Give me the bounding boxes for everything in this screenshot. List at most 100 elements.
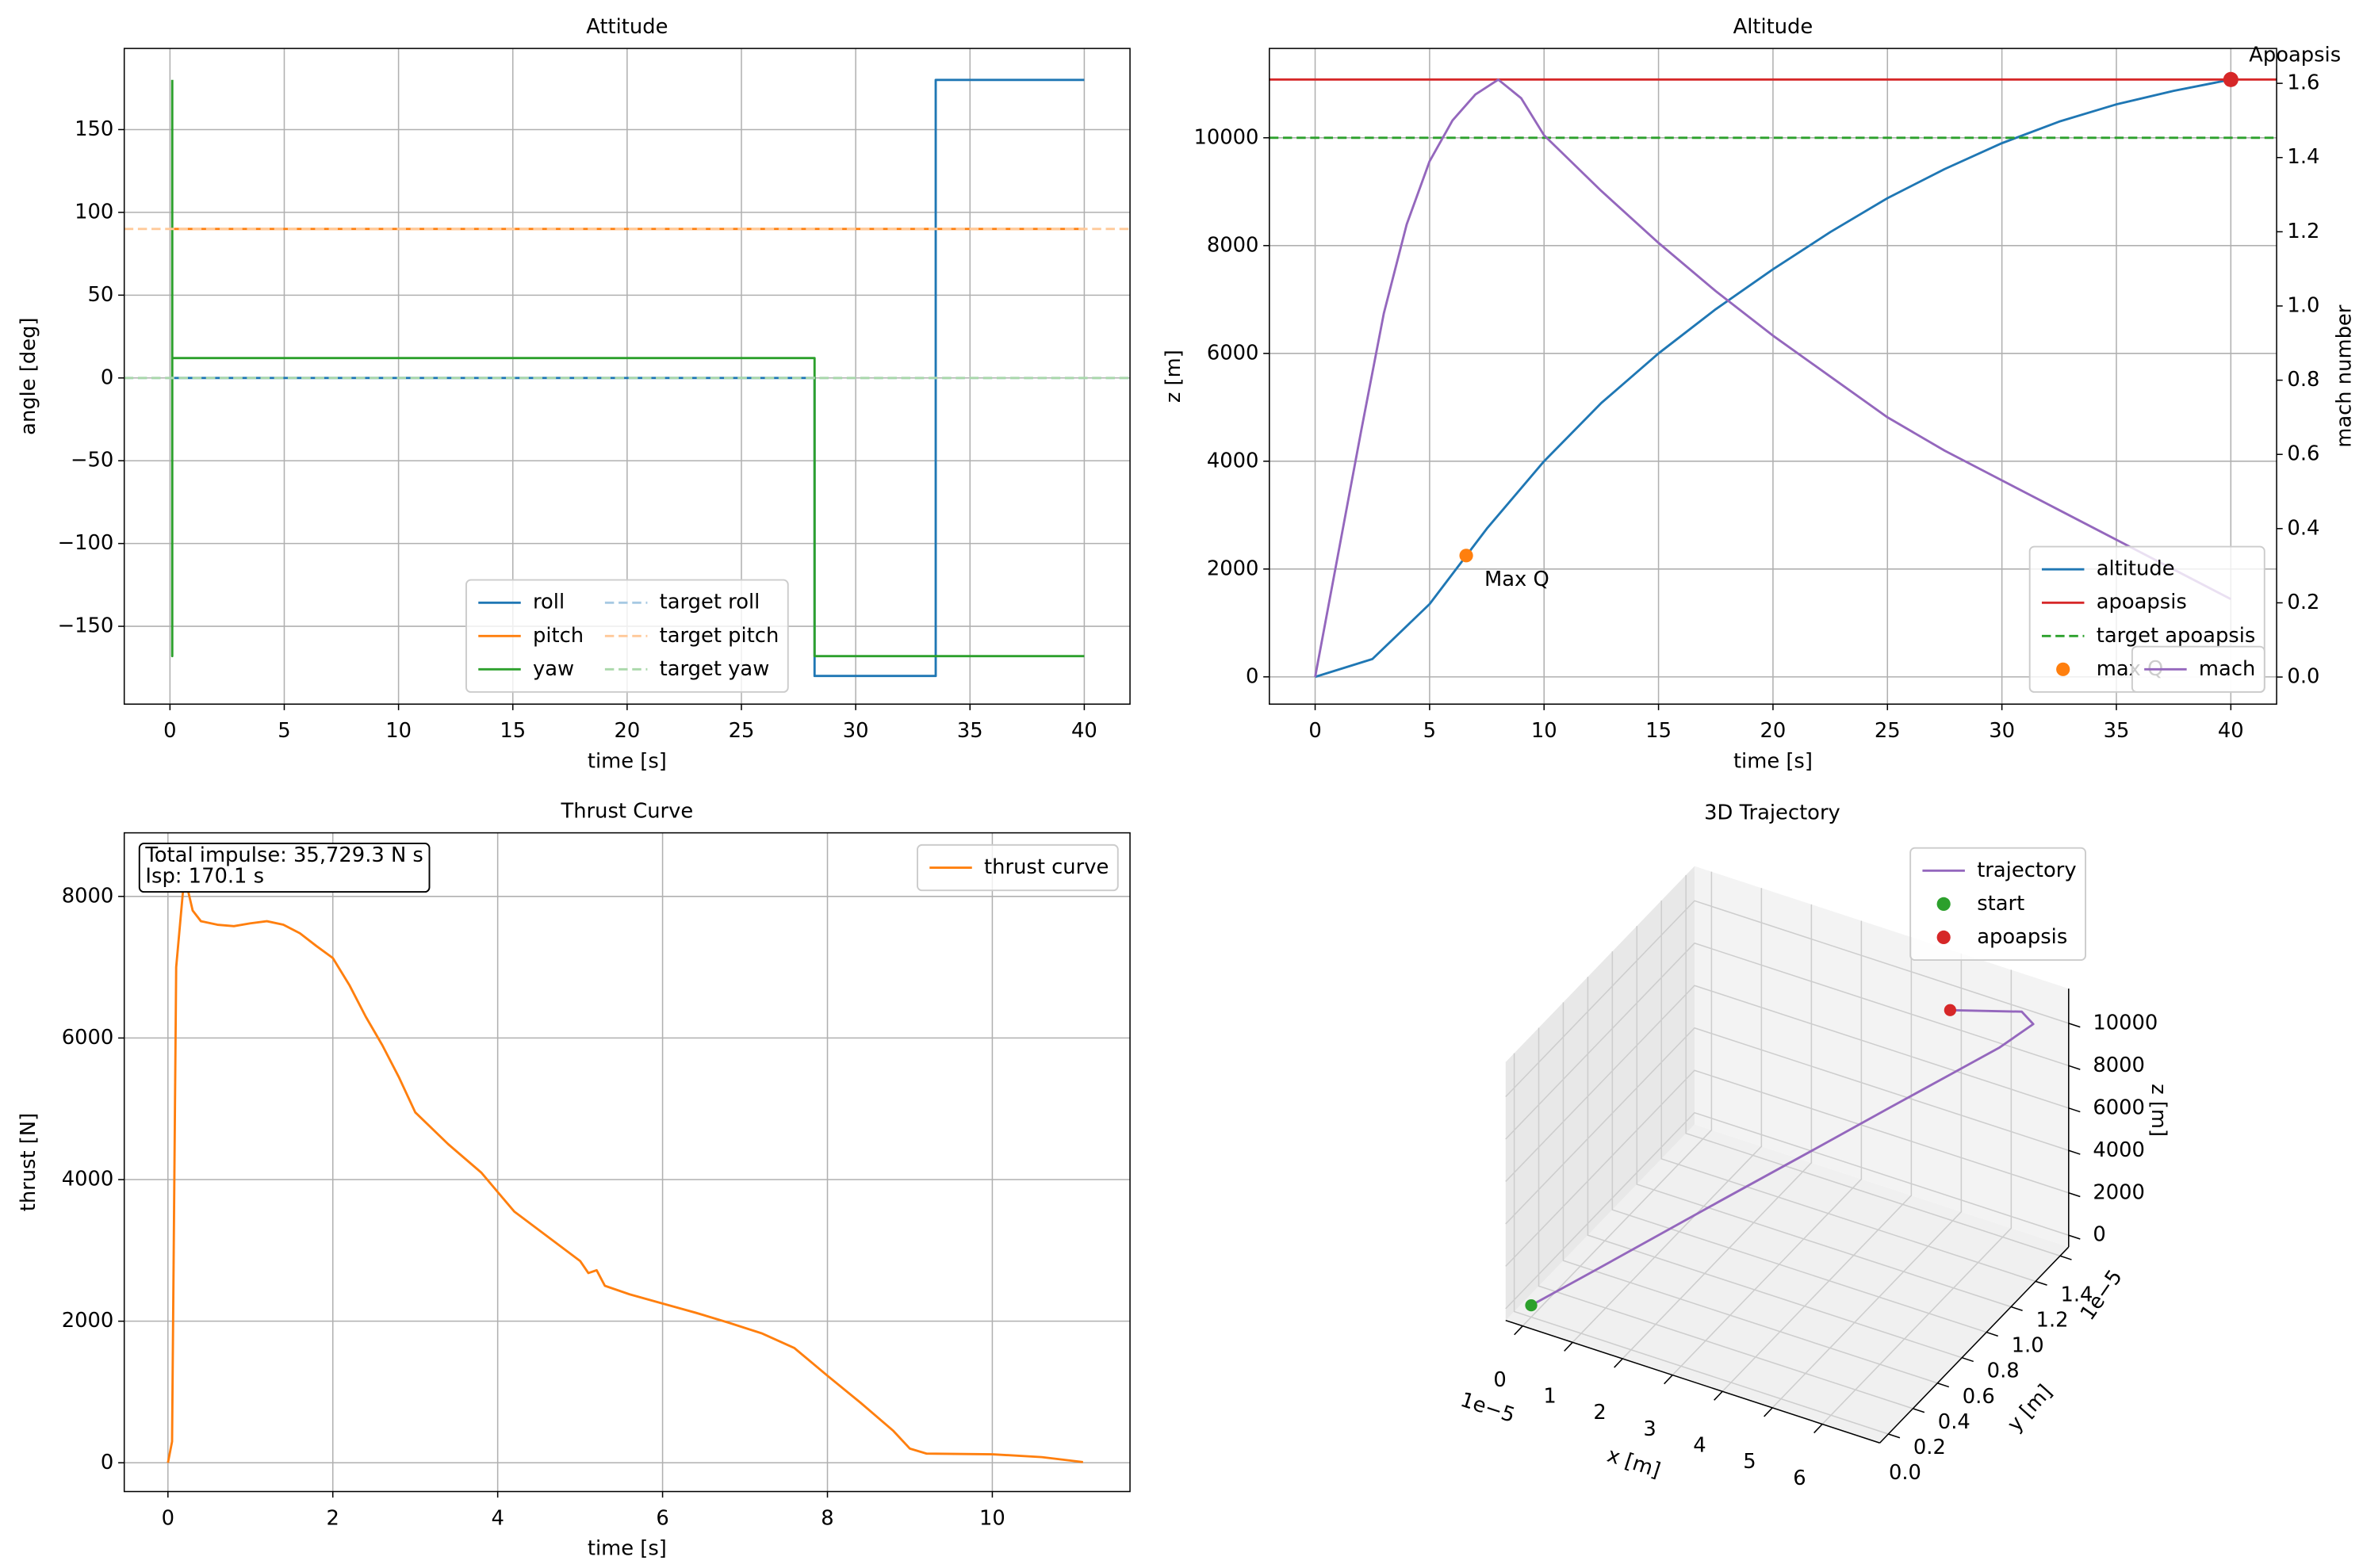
- x-tick-label: 10: [1531, 719, 1557, 743]
- grid-line: [1505, 985, 2070, 1182]
- grid-line: [1513, 1053, 1889, 1435]
- y2-tick-label: 1.0: [2287, 293, 2319, 317]
- y2-tick-label: 1.2: [2287, 220, 2319, 243]
- y-tick-label: 8000: [1207, 233, 1259, 257]
- y2-tick-label: 0.8: [2287, 368, 2319, 392]
- y2-tick-label: 0.6: [2287, 442, 2319, 466]
- y-tick-label: 0.8: [1987, 1360, 2020, 1383]
- y-tick-label: 150: [75, 117, 113, 141]
- z-tick-label: 10000: [2093, 1011, 2158, 1034]
- y-tick-label: 1.2: [2036, 1309, 2069, 1333]
- axes-frame: [1269, 48, 2277, 706]
- x-tick-label: 5: [278, 719, 290, 743]
- x-tick: [1514, 1325, 1523, 1336]
- legend-label: target apoapsis: [2097, 624, 2256, 648]
- x-tick-label: 0: [162, 1506, 174, 1530]
- back-pane: [1694, 866, 2069, 1248]
- grid-line: [1672, 920, 1863, 1376]
- x-tick-label: 4: [491, 1506, 504, 1530]
- y2-tick-label: 1.4: [2287, 145, 2319, 169]
- plot-area: [124, 78, 1131, 678]
- legend-label: mach: [2199, 657, 2255, 681]
- chart-title: 3D Trajectory: [1704, 801, 1840, 824]
- trajectory-line: [1530, 1008, 2035, 1306]
- grid-line: [1538, 1027, 1913, 1409]
- z-tick: [2068, 1234, 2081, 1240]
- grid-line: [1722, 937, 1913, 1392]
- z-tick-label: 6000: [2093, 1096, 2145, 1119]
- z-tick: [2068, 1149, 2081, 1155]
- grid-line: [1622, 904, 1813, 1360]
- y-tick-label: −100: [58, 531, 114, 555]
- x-axis-label: time [s]: [588, 749, 667, 773]
- x-tick-label: 6: [656, 1506, 668, 1530]
- data-point: [1525, 1299, 1538, 1312]
- x-tick-label: 20: [614, 719, 640, 743]
- z-tick: [2068, 1107, 2081, 1113]
- chart-title: Altitude: [1733, 15, 1813, 39]
- x-tick-label: 0: [1308, 719, 1321, 743]
- floor-pane: [1505, 1124, 2069, 1444]
- axis-line: [1505, 1319, 1880, 1444]
- annotation: Apoapsis: [2249, 43, 2341, 67]
- x-tick-label: 25: [1875, 719, 1901, 743]
- y-axis-label: z [m]: [1162, 350, 1185, 403]
- grid-line: [1821, 969, 2013, 1425]
- x-tick-label: 5: [1423, 719, 1436, 743]
- x-tick: [1664, 1375, 1673, 1385]
- y-tick-label: −50: [71, 449, 113, 472]
- y-tick-label: 0.4: [1938, 1410, 1970, 1434]
- y-tick: [1937, 1383, 1950, 1388]
- data-line: [170, 78, 1085, 678]
- y-tick: [2010, 1306, 2023, 1311]
- side-pane: [1505, 866, 1695, 1321]
- x-tick-label: 35: [2104, 719, 2130, 743]
- x-tick-label: 2: [327, 1506, 339, 1530]
- grid-line: [1562, 1002, 1938, 1384]
- y-tick-label: 4000: [1207, 449, 1259, 472]
- y-tick-label: 2000: [1207, 556, 1259, 580]
- x-tick-label: 15: [1645, 719, 1672, 743]
- x-tick-label: 10: [385, 719, 412, 743]
- z-tick-label: 8000: [2093, 1054, 2145, 1077]
- x-tick-label: 40: [2218, 719, 2244, 743]
- axes-frame: [123, 832, 1131, 1493]
- legend-box: [1909, 847, 2086, 962]
- x-tick-label: 0: [1493, 1368, 1506, 1392]
- legend-marker: [2056, 662, 2070, 676]
- x-tick-label: 40: [1071, 719, 1097, 743]
- legend-label: start: [1977, 892, 2024, 916]
- axis-line: [1879, 1246, 2070, 1444]
- y-tick-label: 50: [88, 283, 114, 307]
- grid-line: [1505, 900, 2070, 1098]
- y-tick: [1888, 1433, 1901, 1439]
- z-tick-label: 0: [2093, 1223, 2105, 1247]
- y-tick: [1961, 1356, 1974, 1363]
- x-tick-label: 15: [500, 719, 526, 743]
- legend-marker: [1936, 930, 1951, 945]
- x-tick-label: 6: [1793, 1467, 1806, 1490]
- x-tick-label: 4: [1693, 1433, 1706, 1457]
- legend-label: target roll: [660, 591, 760, 614]
- legend-marker: [1936, 897, 1951, 911]
- legend-label: pitch: [533, 624, 584, 648]
- x-tick-label: 35: [957, 719, 983, 743]
- axes-frame: [123, 48, 1131, 706]
- x-tick: [1813, 1423, 1823, 1434]
- data-point: [1944, 1004, 1957, 1016]
- data-line: [170, 79, 1085, 658]
- x-tick-label: 2: [1593, 1401, 1606, 1425]
- y-tick-label: 0: [101, 1451, 113, 1474]
- grid-line: [1660, 900, 2036, 1283]
- grid-line: [1685, 874, 2061, 1257]
- legend-box: [2131, 645, 2265, 693]
- x-tick-label: 3: [1643, 1417, 1656, 1441]
- legend-label: trajectory: [1977, 859, 2076, 882]
- data-point: [1459, 549, 1473, 563]
- plot-area: [167, 874, 1083, 1463]
- grid-line: [1505, 1069, 2070, 1267]
- legend-label: apoapsis: [1977, 925, 2067, 949]
